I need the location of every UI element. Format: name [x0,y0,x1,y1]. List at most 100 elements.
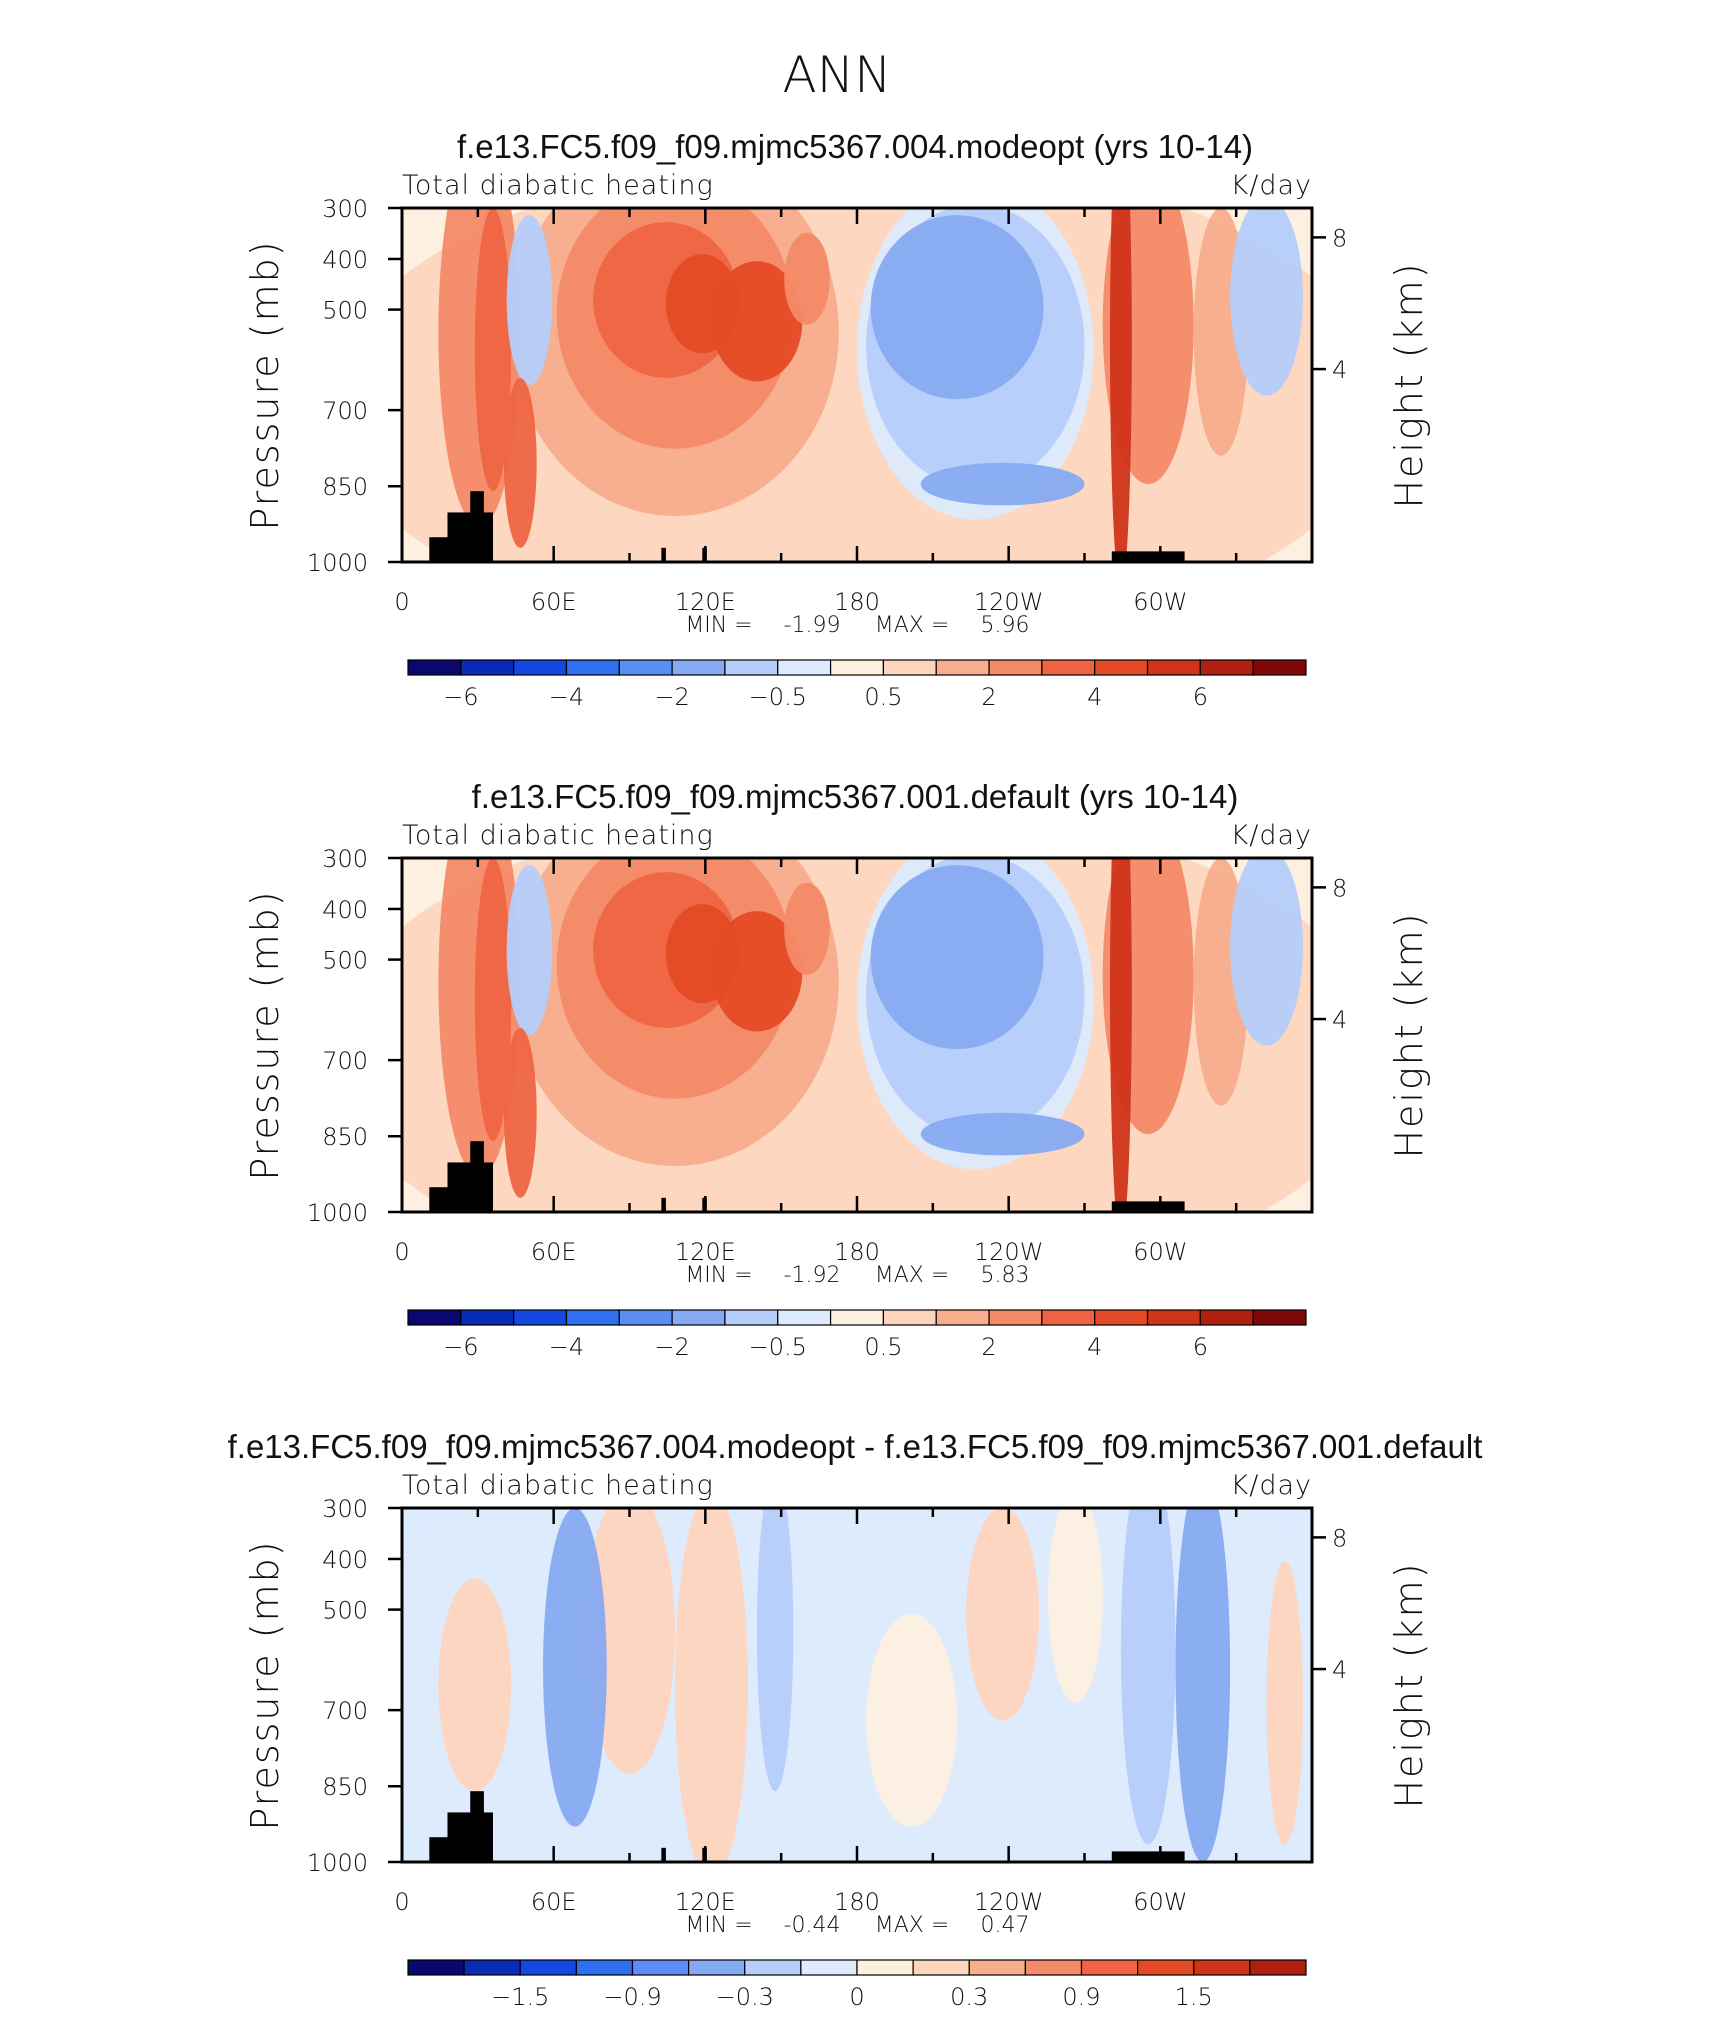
x-tick-label: 60W [1133,588,1187,616]
colorbar-swatch [618,659,673,676]
y-tick-label: 700 [322,1047,368,1075]
x-tick-label: 0 [394,1888,409,1916]
min-label: MIN = [685,1913,752,1938]
x-tick-label: 120W [974,1888,1044,1916]
colorbar-swatch [724,1309,779,1326]
contour-region [584,1508,675,1774]
panel-units-label: K/day [1231,1470,1312,1501]
x-tick-label: 0 [394,588,409,616]
x-tick-label: 60W [1133,1238,1187,1266]
colorbar-swatch [777,1309,832,1326]
y-tick-label: 850 [322,1123,368,1151]
y-tick-label: 300 [322,845,368,873]
x-tick-label: 180 [834,1888,880,1916]
heatmap-panel-2: f.e13.FC5.f09_f09.mjmc5367.001.default (… [243,778,1431,1361]
y-tick-label: 850 [322,473,368,501]
panel-units-label: K/day [1231,820,1312,851]
colorbar-swatch [407,659,462,676]
colorbar-label: 4 [1087,1333,1102,1361]
colorbar-label: −1.5 [491,1983,549,2011]
colorbar-swatch [460,659,515,676]
contour-field [402,208,1312,562]
min-label: MIN = [685,1263,752,1288]
colorbar-swatch [618,1309,673,1326]
colorbar-label: 2 [981,683,996,711]
colorbar-swatch [1146,659,1201,676]
x-tick-label: 120E [675,588,736,616]
colorbar-swatch [744,1959,802,1976]
y-tick-label: 500 [322,297,368,325]
colorbar-swatch [407,1959,465,1976]
max-value: 5.83 [981,1263,1030,1288]
x-tick-label: 0 [394,1238,409,1266]
colorbar-swatch [1252,1309,1307,1326]
topography-mask [479,1162,493,1212]
colorbar-label: 1.5 [1175,1983,1213,2011]
contour-region [784,232,830,325]
min-label: MIN = [685,613,752,638]
colorbar-label: 0.5 [864,1333,902,1361]
topography-mask [661,1197,666,1212]
colorbar-swatch [912,1959,970,1976]
contour-region [543,1508,607,1827]
y-axis-label-right: Height (km) [1387,911,1431,1158]
contour-region [1109,858,1132,1212]
y-tick-label: 300 [322,195,368,223]
colorbar-swatch [671,1309,726,1326]
topography-mask [1111,1851,1185,1862]
y-axis-label-right: Height (km) [1387,1561,1431,1808]
y-right-tick-label: 8 [1332,1524,1347,1552]
colorbar-swatch [460,1309,515,1326]
y-tick-label: 850 [322,1773,368,1801]
colorbar-swatch [671,659,726,676]
topography-mask [1111,1201,1185,1212]
panel-variable-label: Total diabatic heating [402,1470,714,1501]
y-tick-label: 1000 [307,1849,368,1877]
colorbar-label: 4 [1087,683,1102,711]
contour-region [920,462,1085,506]
min-value: -1.92 [784,1263,841,1288]
colorbar-swatch [777,659,832,676]
y-tick-label: 700 [322,397,368,425]
y-right-tick-label: 4 [1332,1656,1347,1684]
contour-region [1048,1508,1103,1703]
contour-region [870,215,1044,400]
contour-region [711,261,803,382]
colorbar-label: −0.5 [749,1333,807,1361]
y-tick-label: 500 [322,1597,368,1625]
colorbar-swatch [829,1309,885,1326]
y-tick-label: 400 [322,246,368,274]
colorbar-swatch [463,1959,521,1976]
y-right-tick-label: 8 [1332,874,1347,902]
y-tick-label: 300 [322,1495,368,1523]
colorbar-swatch [1041,1309,1096,1326]
panel-title: f.e13.FC5.f09_f09.mjmc5367.004.modeopt (… [457,128,1253,165]
x-tick-label: 120W [974,1238,1044,1266]
colorbar-swatch [988,1309,1043,1326]
colorbar-label: −4 [549,683,584,711]
colorbar-swatch [935,659,990,676]
colorbar-swatch [1024,1959,1083,1976]
colorbar-label: −2 [654,683,689,711]
topography-mask [479,1812,493,1862]
colorbar-swatch [724,659,779,676]
colorbar-label: −4 [549,1333,584,1361]
colorbar-label: −0.5 [749,683,807,711]
colorbar-label: 0.3 [950,1983,988,2011]
colorbar: −1.5 −0.9 −0.3 0 0.3 0.9 1.5 [407,1959,1307,2011]
x-tick-label: 60W [1133,1888,1187,1916]
colorbar-swatch [565,1309,620,1326]
contour-region [506,215,553,385]
contour-region [711,911,803,1032]
colorbar-swatch [829,659,885,676]
x-tick-label: 180 [834,588,880,616]
colorbar-swatch [1193,1959,1251,1976]
y-axis-label: Pressure (mb) [243,239,287,530]
colorbar-swatch [513,1309,568,1326]
contour-region [920,1112,1085,1156]
y-tick-label: 1000 [307,1199,368,1227]
contour-field [402,858,1312,1212]
min-value: -0.44 [784,1913,841,1938]
y-axis-label-right: Height (km) [1387,261,1431,508]
